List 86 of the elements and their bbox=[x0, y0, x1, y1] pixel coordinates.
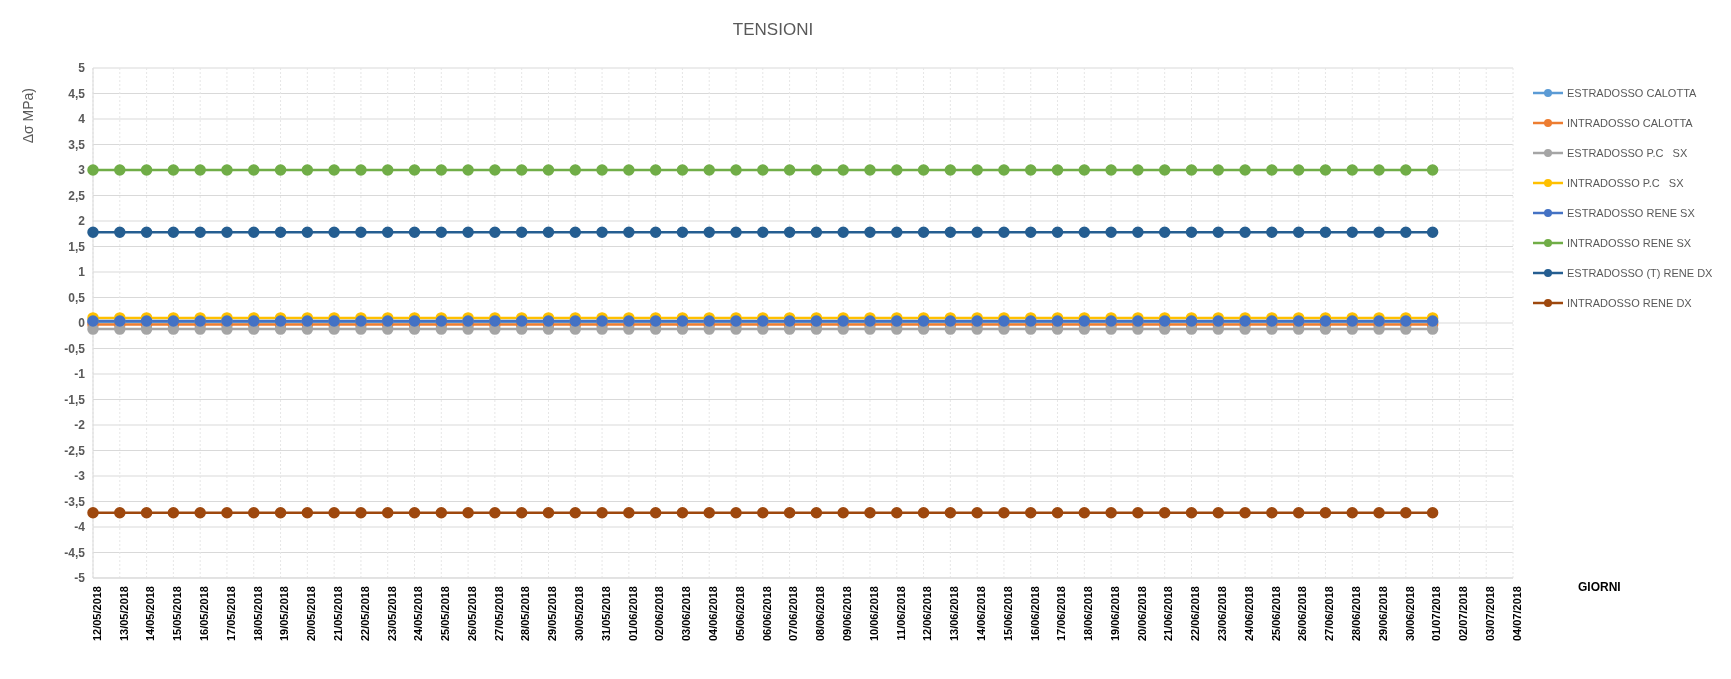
text: GIORNI bbox=[1578, 580, 1621, 594]
x-tick-label: 21/05/2018 bbox=[331, 586, 344, 642]
legend-label: ESTRADOSSO RENE SX bbox=[1567, 207, 1695, 219]
x-tick-label: 22/05/2018 bbox=[358, 586, 371, 642]
legend-label: ESTRADOSSO CALOTTA bbox=[1567, 87, 1697, 99]
x-tick-label: 28/05/2018 bbox=[519, 586, 532, 642]
legend-label: INTRADOSSO RENE SX bbox=[1567, 237, 1692, 249]
x-tick-label: 17/06/2018 bbox=[1055, 586, 1068, 642]
x-tick-label: 24/05/2018 bbox=[412, 586, 425, 642]
x-tick-label: 04/06/2018 bbox=[707, 586, 720, 642]
x-tick-label: 30/05/2018 bbox=[573, 586, 586, 642]
x-tick-label: 23/06/2018 bbox=[1216, 586, 1229, 642]
x-tick-label: 19/05/2018 bbox=[278, 586, 291, 642]
x-tick-label: 21/06/2018 bbox=[1162, 586, 1175, 642]
x-tick-label: 14/06/2018 bbox=[974, 586, 987, 642]
x-tick-label: 27/06/2018 bbox=[1323, 586, 1336, 642]
x-tick-label: 29/06/2018 bbox=[1376, 586, 1389, 642]
x-tick-label: 02/06/2018 bbox=[653, 586, 666, 642]
y-tick-label: -5 bbox=[74, 571, 86, 586]
y-tick-label: -4 bbox=[74, 520, 86, 535]
y-tick-label: -3,5 bbox=[64, 494, 86, 509]
y-tick-label: -4,5 bbox=[64, 545, 86, 560]
y-tick-label: -1,5 bbox=[64, 392, 86, 407]
x-tick-label: 26/05/2018 bbox=[465, 586, 478, 642]
x-tick-label: 25/05/2018 bbox=[439, 586, 452, 642]
x-tick-label: 26/06/2018 bbox=[1296, 586, 1309, 642]
y-tick-label: 4 bbox=[78, 112, 86, 127]
y-tick-label: 0,5 bbox=[68, 290, 86, 305]
x-tick-label: 12/05/2018 bbox=[90, 586, 103, 642]
y-tick-label: -2 bbox=[74, 418, 86, 433]
x-tick-label: 03/06/2018 bbox=[680, 586, 693, 642]
x-tick-label: 08/06/2018 bbox=[814, 586, 827, 642]
y-axis-title: Δσ MPa) bbox=[20, 88, 36, 144]
legend-label: INTRADOSSO RENE DX bbox=[1567, 297, 1692, 309]
x-tick-label: 03/07/2018 bbox=[1484, 586, 1497, 642]
x-tick-label: 15/05/2018 bbox=[171, 586, 184, 642]
x-tick-label: 25/06/2018 bbox=[1269, 586, 1282, 642]
x-tick-label: 06/06/2018 bbox=[760, 586, 773, 642]
y-tick-label: -3 bbox=[74, 469, 86, 484]
x-tick-label: 05/06/2018 bbox=[733, 586, 746, 642]
y-tick-label: 4,5 bbox=[68, 86, 86, 101]
x-tick-label: 20/06/2018 bbox=[1135, 586, 1148, 642]
y-tick-label: 2,5 bbox=[68, 188, 86, 203]
chart-title: TENSIONI bbox=[731, 20, 815, 40]
legend-label: ESTRADOSSO P.C SX bbox=[1567, 147, 1688, 159]
y-tick-label: -0,5 bbox=[64, 341, 86, 356]
x-tick-label: 01/07/2018 bbox=[1430, 586, 1443, 642]
x-tick-label: 07/06/2018 bbox=[787, 586, 800, 642]
x-tick-label: 18/05/2018 bbox=[251, 586, 264, 642]
legend-label: ESTRADOSSO (T) RENE DX bbox=[1567, 267, 1713, 279]
x-tick-label: 16/05/2018 bbox=[197, 586, 210, 642]
x-tick-label: 20/05/2018 bbox=[305, 586, 318, 642]
x-tick-label: 31/05/2018 bbox=[599, 586, 612, 642]
y-tick-label: -1 bbox=[74, 367, 86, 382]
x-tick-label: 30/06/2018 bbox=[1403, 586, 1416, 642]
x-tick-label: 12/06/2018 bbox=[921, 586, 934, 642]
x-tick-label: 10/06/2018 bbox=[867, 586, 880, 642]
y-tick-label: 1,5 bbox=[68, 239, 86, 254]
y-tick-label: 5 bbox=[78, 61, 86, 76]
x-tick-label: 18/06/2018 bbox=[1082, 586, 1095, 642]
x-tick-label: 01/06/2018 bbox=[626, 586, 639, 642]
x-tick-label: 19/06/2018 bbox=[1108, 586, 1121, 642]
y-tick-label: 0 bbox=[78, 316, 86, 331]
x-tick-label: 23/05/2018 bbox=[385, 586, 398, 642]
x-tick-label: 17/05/2018 bbox=[224, 586, 237, 642]
legend-label: INTRADOSSO CALOTTA bbox=[1567, 117, 1693, 129]
x-tick-label: 14/05/2018 bbox=[144, 586, 157, 642]
x-tick-label: 13/06/2018 bbox=[948, 586, 961, 642]
x-tick-label: 13/05/2018 bbox=[117, 586, 130, 642]
x-tick-label: 28/06/2018 bbox=[1350, 586, 1363, 642]
x-tick-label: 16/06/2018 bbox=[1028, 586, 1041, 642]
x-tick-label: 02/07/2018 bbox=[1457, 586, 1470, 642]
x-tick-label: 27/05/2018 bbox=[492, 586, 505, 642]
legend-label: INTRADOSSO P.C SX bbox=[1567, 177, 1684, 189]
x-tick-label: 24/06/2018 bbox=[1242, 586, 1255, 642]
y-tick-label: -2,5 bbox=[64, 443, 86, 458]
x-tick-label: 09/06/2018 bbox=[841, 586, 853, 642]
y-tick-label: 3,5 bbox=[68, 137, 86, 152]
x-tick-label: 22/06/2018 bbox=[1189, 586, 1202, 642]
y-tick-label: 2 bbox=[78, 214, 86, 229]
x-tick-label: 04/07/2018 bbox=[1510, 586, 1523, 642]
x-tick-label: 15/06/2018 bbox=[1001, 586, 1014, 642]
y-tick-label: 1 bbox=[78, 265, 86, 280]
x-tick-label: 29/05/2018 bbox=[546, 586, 559, 642]
y-tick-label: 3 bbox=[78, 163, 86, 178]
x-tick-label: 11/06/2018 bbox=[894, 586, 907, 641]
